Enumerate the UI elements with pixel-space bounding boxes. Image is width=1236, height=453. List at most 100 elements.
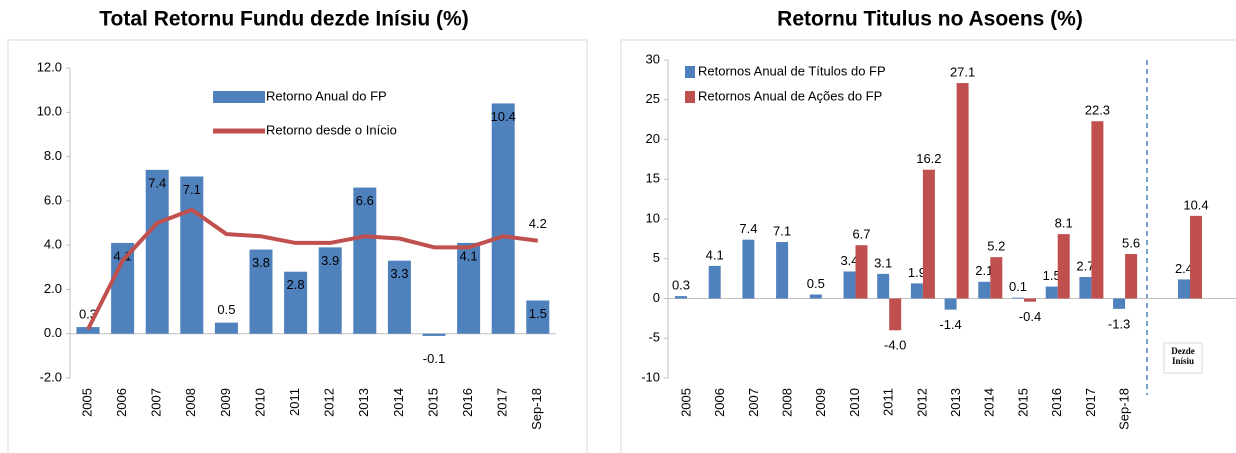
bar	[214, 322, 238, 334]
y-tick-label: 25	[646, 91, 660, 106]
label-box	[1163, 342, 1203, 374]
y-tick-label: 8.0	[44, 148, 62, 163]
bar	[526, 300, 550, 334]
data-label: 7.1	[773, 223, 791, 238]
x-tick-label: 2011	[287, 388, 302, 416]
bar	[1125, 253, 1138, 299]
y-tick-label: 12.0	[37, 59, 62, 74]
data-label: 8.1	[1055, 216, 1073, 231]
data-label: 7.4	[739, 221, 757, 236]
data-label: 0.1	[1009, 279, 1027, 294]
legend-swatch	[685, 91, 695, 103]
bar	[1190, 215, 1202, 299]
data-label: 7.1	[183, 182, 201, 197]
y-tick-label: -2.0	[40, 369, 62, 384]
data-label: 2.8	[287, 277, 305, 292]
x-tick-label: 2009	[218, 388, 233, 417]
x-tick-label: 2006	[114, 388, 129, 417]
y-tick-label: -5	[648, 330, 660, 345]
bar	[387, 260, 411, 334]
bar	[910, 283, 923, 299]
bar	[889, 298, 902, 331]
data-label: 0.5	[217, 302, 235, 317]
data-label: -1.4	[939, 317, 961, 332]
bar	[145, 169, 169, 334]
bar	[990, 257, 1003, 299]
bar	[491, 103, 515, 334]
bar	[956, 83, 969, 299]
x-tick-label: Sep-18	[529, 388, 544, 430]
y-tick-label: 4.0	[44, 237, 62, 252]
y-tick-label: 30	[646, 51, 660, 66]
data-label: 22.3	[1085, 103, 1110, 118]
data-label: 0.5	[807, 276, 825, 291]
x-tick-label: 2009	[813, 388, 828, 417]
x-tick-label: 2010	[252, 388, 267, 417]
x-tick-label: 2005	[678, 388, 693, 417]
legend-label: Retorno Anual do FP	[266, 88, 387, 103]
bar	[708, 265, 721, 299]
bar	[855, 245, 868, 299]
bar	[457, 242, 481, 334]
legend-label: Retornos Anual de Ações do FP	[698, 88, 882, 103]
data-label: 7.4	[148, 175, 166, 190]
data-label: 10.4	[1183, 197, 1208, 212]
x-tick-label: 2017	[495, 388, 510, 417]
data-label: 1.5	[529, 306, 547, 321]
y-tick-label: 15	[646, 171, 660, 186]
x-tick-label: 2010	[847, 388, 862, 417]
x-tick-label: 2012	[914, 388, 929, 417]
line	[86, 207, 539, 331]
data-label: 5.2	[987, 239, 1005, 254]
data-label: -4.0	[884, 338, 906, 353]
y-tick-label: 10.0	[37, 104, 62, 119]
data-label: 16.2	[916, 151, 941, 166]
bar	[978, 281, 991, 299]
bar	[249, 249, 273, 334]
bar	[353, 187, 377, 334]
y-tick-label: 6.0	[44, 192, 62, 207]
bar	[422, 333, 446, 336]
data-label: -0.1	[423, 351, 445, 366]
bar	[1057, 234, 1070, 299]
bar	[284, 271, 308, 334]
x-tick-label: 2012	[322, 388, 337, 417]
data-label: 3.1	[874, 255, 892, 270]
x-tick-label: 2015	[1015, 388, 1030, 417]
bar	[843, 271, 856, 299]
data-label: 3.8	[252, 255, 270, 270]
data-label: 4.1	[114, 248, 132, 263]
bar	[76, 327, 100, 334]
bar	[180, 176, 204, 334]
x-tick-label: 2016	[1049, 388, 1064, 417]
y-tick-label: 20	[646, 131, 660, 146]
y-tick-label: 5	[653, 250, 660, 265]
x-tick-label: 2007	[746, 388, 761, 417]
legend-swatch	[685, 66, 695, 78]
data-label: 3.3	[390, 266, 408, 281]
bar	[111, 242, 135, 334]
bar	[1024, 298, 1036, 302]
data-label: 5.6	[1122, 235, 1140, 250]
x-tick-label: 2011	[881, 388, 896, 416]
data-label: 3.9	[321, 253, 339, 268]
data-label: 4.2	[529, 216, 547, 231]
x-tick-label: 2013	[948, 388, 963, 417]
bar	[1012, 297, 1024, 299]
x-tick-label: 2006	[712, 388, 727, 417]
y-tick-label: 0	[653, 290, 660, 305]
bar	[776, 242, 789, 299]
bar	[1091, 121, 1104, 299]
x-tick-label: 2007	[149, 388, 164, 417]
bar	[675, 296, 687, 299]
data-label: 1.5	[1043, 268, 1061, 283]
x-tick-label: 2014	[391, 388, 406, 417]
legend-label: Retorno desde o Início	[266, 122, 397, 137]
y-tick-label: 10	[646, 210, 660, 225]
legend-swatch	[213, 91, 265, 103]
data-label: 2.4	[1175, 261, 1193, 276]
x-tick-label: 2008	[183, 388, 198, 417]
chart-frame	[620, 39, 1236, 453]
